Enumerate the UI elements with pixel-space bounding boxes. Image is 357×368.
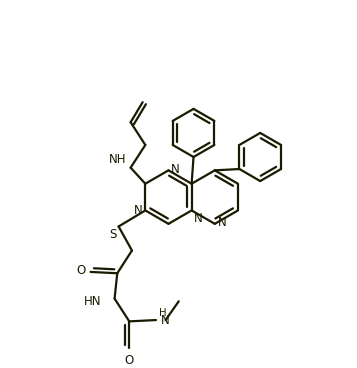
Text: H: H [159, 308, 166, 318]
Text: S: S [109, 229, 117, 241]
Text: HN: HN [84, 295, 101, 308]
Text: N: N [170, 163, 179, 176]
Text: NH: NH [109, 153, 127, 166]
Text: N: N [218, 216, 226, 229]
Text: O: O [125, 354, 134, 367]
Text: N: N [134, 204, 142, 217]
Text: N: N [161, 315, 170, 328]
Text: O: O [76, 265, 86, 277]
Text: N: N [193, 212, 202, 225]
